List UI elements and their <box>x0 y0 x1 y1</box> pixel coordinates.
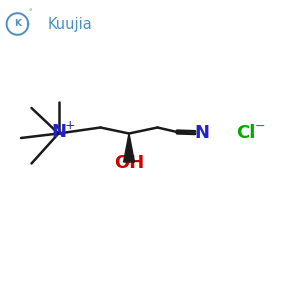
Text: N: N <box>51 123 66 141</box>
Polygon shape <box>124 134 134 162</box>
Text: −: − <box>255 119 266 133</box>
Text: +: + <box>64 118 75 132</box>
Text: OH: OH <box>114 154 144 172</box>
Text: °: ° <box>29 9 32 15</box>
Text: K: K <box>14 20 21 28</box>
Text: Cl: Cl <box>236 124 256 142</box>
Text: Kuujia: Kuujia <box>48 16 92 32</box>
Text: N: N <box>194 124 209 142</box>
